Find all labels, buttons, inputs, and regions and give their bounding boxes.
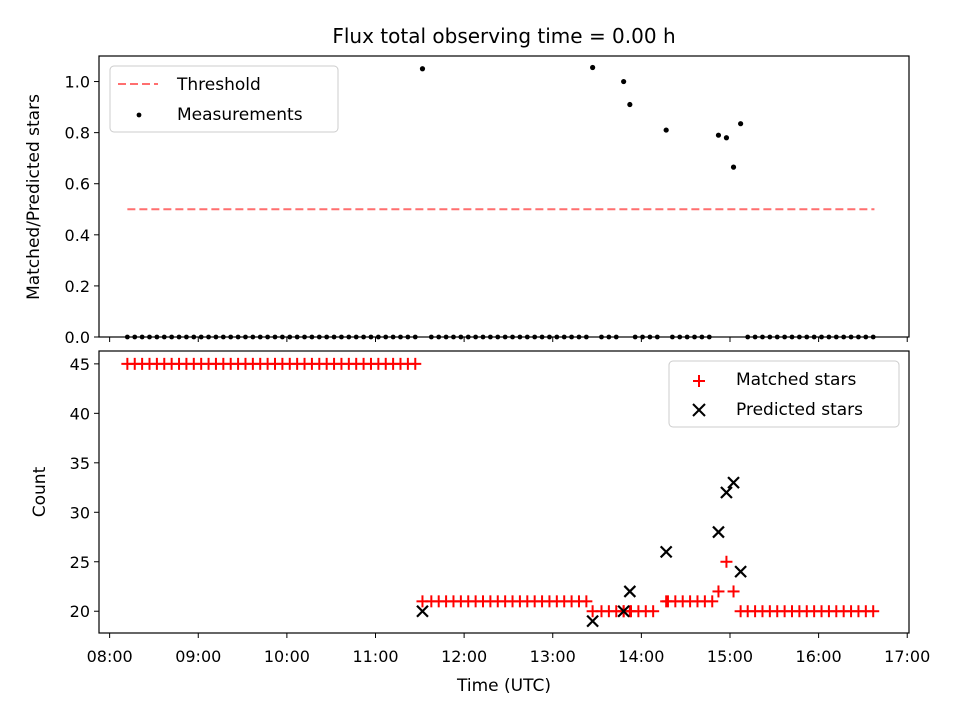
matched-star-point <box>720 555 733 568</box>
matched-star-point <box>734 605 747 618</box>
matched-star-point <box>623 605 636 618</box>
top-legend: Threshold Measurements <box>109 65 339 133</box>
bottom-plot-counts: 20 25 30 35 40 45 08:00 09:00 10:00 11:00 12:00 13… <box>30 350 930 696</box>
top-plot-ratio: 0.0 0.2 0.4 0.6 0.8 1.0 Matched/Predicted sta… <box>24 55 910 347</box>
measurement-point <box>730 164 737 170</box>
matched-star-point <box>727 585 740 598</box>
predicted-star-point <box>416 604 429 618</box>
measurement-point <box>627 101 633 108</box>
bottom-plot-frame <box>98 350 910 634</box>
x-tick-label: 12:00 <box>441 647 487 666</box>
measurement-point <box>621 78 627 85</box>
predicted-star-point <box>712 525 725 539</box>
predicted-star-point <box>734 565 747 578</box>
matched-star-point <box>580 595 593 608</box>
bottom-y-ticks: 20 25 30 35 40 45 <box>70 355 99 621</box>
measurement-point <box>723 135 730 141</box>
predicted-star-point <box>586 614 599 628</box>
top-y-tick-label: 0.6 <box>65 175 90 194</box>
bottom-y-tick-label: 30 <box>70 503 90 522</box>
x-tick-label: 17:00 <box>884 647 930 666</box>
bottom-legend-box <box>668 360 900 428</box>
bottom-y-axis-label: Count <box>30 466 50 517</box>
measurement-point <box>738 121 744 127</box>
matched-star-point <box>712 585 725 598</box>
predicted-star-point <box>659 545 673 559</box>
top-x-ticks <box>109 337 908 342</box>
legend-predicted-label: Predicted stars <box>736 400 863 420</box>
matched-star-point <box>647 605 660 618</box>
matched-star-point <box>706 595 719 608</box>
top-plot-marks <box>124 64 876 340</box>
bottom-legend: Matched stars Predicted stars <box>668 360 900 428</box>
top-y-tick-label: 0.8 <box>65 124 90 143</box>
x-tick-label: 15:00 <box>707 647 753 666</box>
measurement-point <box>715 132 722 138</box>
measurement-point <box>663 127 669 133</box>
top-y-tick-label: 0.0 <box>65 328 90 347</box>
matched-star-point <box>867 605 880 618</box>
x-tick-label: 14:00 <box>618 647 664 666</box>
x-tick-label: 08:00 <box>87 647 133 666</box>
matched-star-point <box>409 357 422 370</box>
bottom-y-tick-label: 40 <box>70 404 90 423</box>
x-axis-label: Time (UTC) <box>456 676 551 696</box>
measurement-point <box>590 64 596 71</box>
bottom-x-ticks: 08:00 09:00 10:00 11:00 12:00 13:00 14:00 15:00… <box>87 633 930 666</box>
x-tick-label: 11:00 <box>352 647 398 666</box>
bottom-y-tick-label: 20 <box>70 602 90 621</box>
legend-threshold-label: Threshold <box>176 75 261 95</box>
matched-star-point <box>586 605 599 618</box>
legend-measurements-swatch <box>136 112 142 118</box>
x-tick-label: 09:00 <box>175 647 221 666</box>
legend-matched-label: Matched stars <box>736 370 856 390</box>
top-y-ticks: 0.0 0.2 0.4 0.6 0.8 1.0 <box>65 73 99 347</box>
measurement-point <box>419 66 426 72</box>
top-y-tick-label: 0.4 <box>65 226 90 245</box>
bottom-y-tick-label: 45 <box>70 355 90 374</box>
x-tick-label: 10:00 <box>264 647 310 666</box>
legend-measurements-label: Measurements <box>177 105 303 125</box>
chart-title: Flux total observing time = 0.00 h <box>332 24 675 48</box>
top-y-tick-label: 0.2 <box>65 277 90 296</box>
predicted-star-point <box>617 604 630 618</box>
predicted-star-point <box>623 585 637 598</box>
matched-star-point <box>416 595 429 608</box>
top-y-tick-label: 1.0 <box>65 73 90 92</box>
x-tick-label: 13:00 <box>530 647 576 666</box>
top-y-axis-label: Matched/Predicted stars <box>24 94 44 300</box>
bottom-plot-marks <box>121 357 880 628</box>
top-legend-box <box>109 65 339 133</box>
top-plot-frame <box>98 55 910 338</box>
bottom-y-tick-label: 25 <box>70 553 90 572</box>
legend-matched-swatch <box>693 375 705 387</box>
legend-predicted-swatch <box>692 403 706 417</box>
predicted-star-point <box>720 486 733 499</box>
x-tick-label: 16:00 <box>796 647 842 666</box>
predicted-star-point <box>727 476 740 489</box>
bottom-y-tick-label: 35 <box>70 454 90 473</box>
matched-star-point <box>660 595 673 608</box>
